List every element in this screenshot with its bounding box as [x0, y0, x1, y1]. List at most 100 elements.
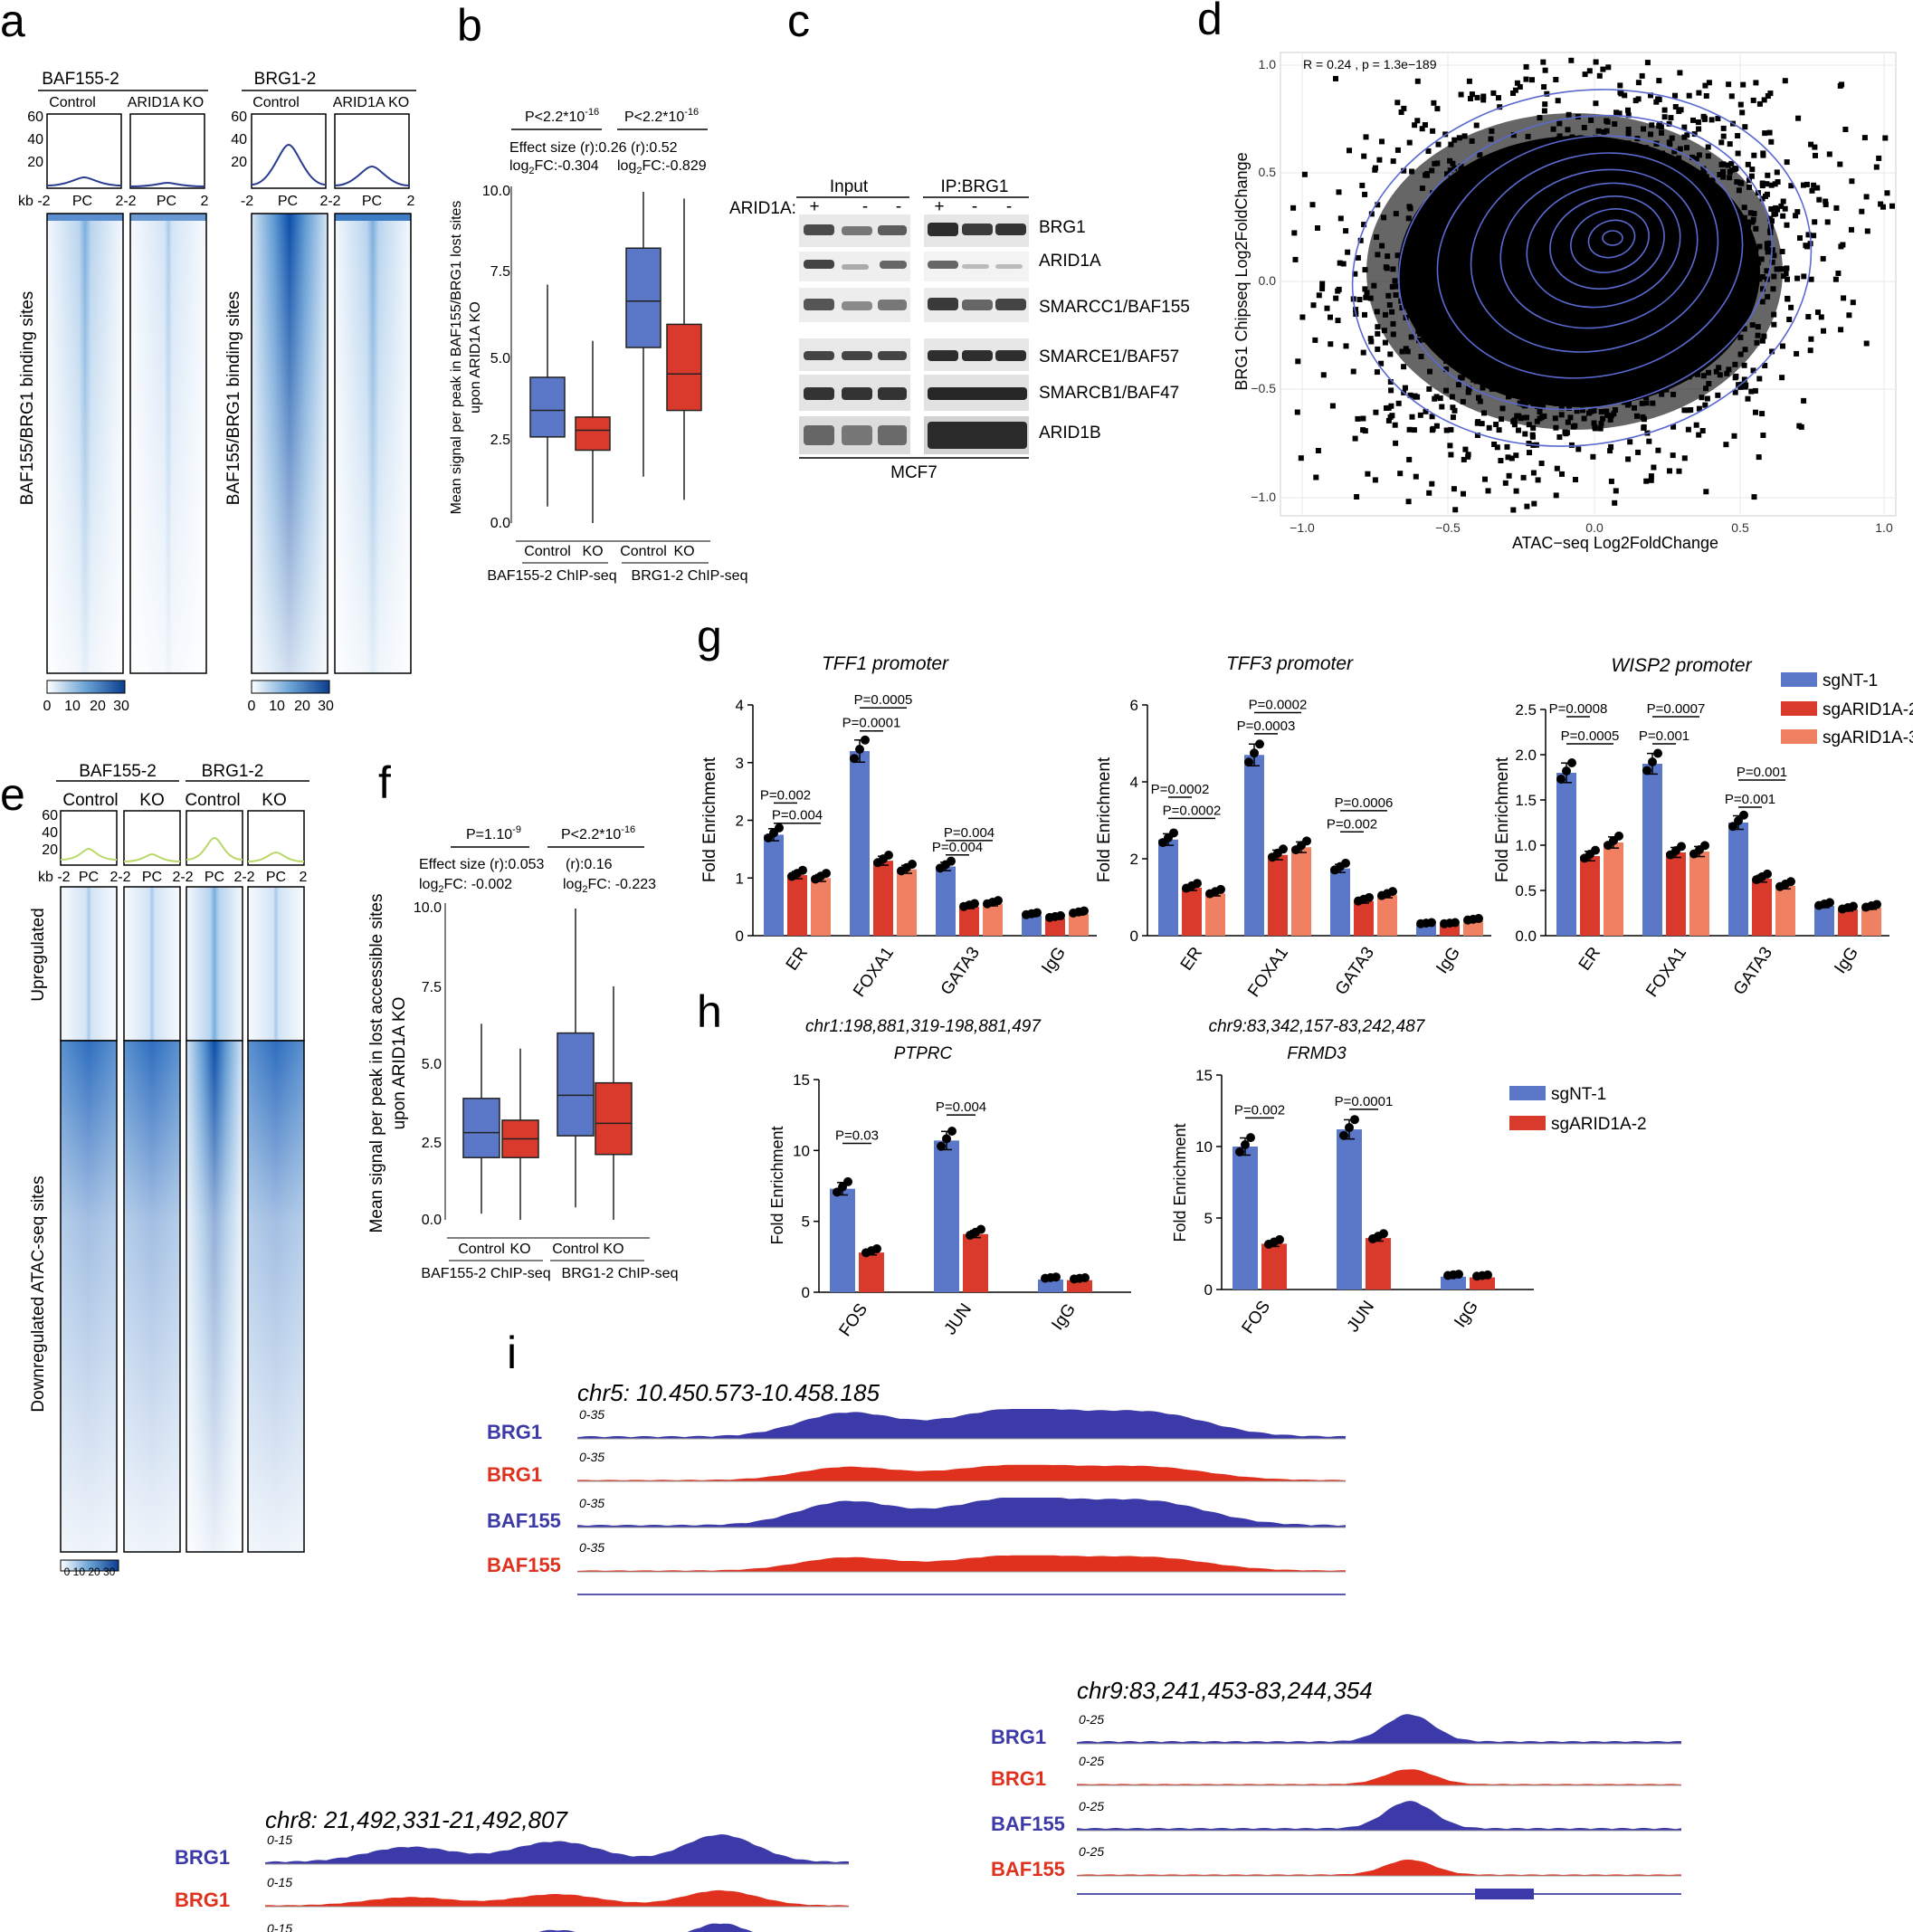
bar-point — [1235, 1147, 1244, 1156]
pvalue-label: P=0.002 — [760, 787, 811, 803]
scatter-point — [1681, 124, 1688, 130]
scatter-point — [1761, 97, 1767, 103]
scatter-point — [1873, 164, 1880, 170]
track-name: BRG1 — [487, 1421, 542, 1443]
scatter-point — [1429, 414, 1435, 420]
panel-a-heatmap-4 — [334, 213, 412, 674]
scatter-point — [1360, 349, 1366, 356]
panel-e-row-down: Downregulated ATAC-seq sites — [29, 1175, 48, 1412]
scatter-point — [1407, 392, 1413, 398]
scatter-point — [1397, 471, 1404, 477]
scatter-point — [1741, 362, 1747, 368]
panel-a-cond3: Control — [252, 95, 300, 110]
scatter-point — [1696, 90, 1702, 96]
scatter-point — [1644, 60, 1651, 66]
scatter-point — [1655, 96, 1661, 102]
scatter-point — [1841, 295, 1847, 301]
h-legend-swatch-sgarid1a2 — [1509, 1116, 1546, 1130]
scatter-point — [1859, 208, 1865, 214]
bar-point — [1454, 1270, 1463, 1280]
scatter-point — [1639, 72, 1645, 79]
scatter-point — [1784, 222, 1790, 228]
bar-ytick-label: 1.5 — [1515, 792, 1537, 809]
bar-gata3-2 — [1377, 895, 1397, 936]
bar-ytick-label: 6 — [1130, 697, 1138, 714]
bar-fos-1 — [1261, 1243, 1287, 1290]
scatter-point — [1801, 273, 1807, 280]
panel-e-heatmap-up — [60, 886, 305, 1042]
bar-point — [843, 1176, 852, 1186]
track-block-3: chr9:83,241,453-83,244,354BRG10-25BRG10-… — [0, 0, 1681, 1899]
scatter-point — [1375, 202, 1381, 208]
bar-ytick-label: 2.5 — [1515, 701, 1537, 719]
bar-point — [1728, 822, 1737, 832]
scatter-point — [1648, 477, 1654, 483]
bar-point — [1474, 914, 1483, 924]
scatter-point — [1753, 409, 1758, 415]
bar-gata3-2 — [1775, 886, 1795, 936]
scatter-point — [1568, 57, 1575, 63]
scatter-point — [1849, 178, 1855, 185]
bar-point — [861, 735, 870, 745]
panel-a-cbar2-0: 0 — [248, 699, 256, 714]
bar-point — [1056, 910, 1065, 920]
panel-a-x-pc1: PC — [72, 194, 92, 209]
bar-point — [970, 899, 979, 909]
panel-b-x-control1: Control — [524, 544, 571, 559]
track-locus: ROPN1L — [0, 0, 72, 5]
panel-g: g TFF1 promoter Fold Enrichment 4 3 2 1 0 ER FOX… — [697, 611, 1913, 1001]
scatter-point — [1765, 172, 1771, 178]
panel-f-fc1: log2FC: -0.002 — [419, 877, 512, 895]
scatter-point — [1593, 59, 1599, 65]
scatter-point — [1497, 104, 1503, 110]
bar-point — [1250, 748, 1259, 758]
scatter-point — [1556, 434, 1563, 440]
panel-e-x-pc2: PC — [142, 870, 162, 885]
panel-b-xgroup1: BAF155-2 ChIP-seq — [487, 568, 616, 584]
scatter-point — [1811, 233, 1817, 239]
bar-er-1 — [787, 875, 807, 936]
pvalue-label: P=0.004 — [932, 840, 983, 855]
scatter-point — [1526, 441, 1532, 446]
scatter-point — [1362, 286, 1368, 292]
bar-ytick-label: 15 — [793, 1071, 810, 1089]
panel-a-x2-start: -2 — [241, 194, 253, 209]
track-signal — [577, 1409, 1346, 1439]
bar-point — [884, 850, 893, 860]
scatter-point — [1745, 395, 1751, 402]
panel-a-x2-pc1: PC — [278, 194, 298, 209]
bar-igg-2 — [1463, 920, 1483, 936]
panel-b-boxplot — [510, 186, 702, 523]
scatter-point — [1361, 222, 1367, 228]
bar-ytick-label: 5 — [802, 1213, 810, 1231]
h-chart-2: Fold Enrichment 15 10 5 0 FOS JUN IgG P=0.002 P=0… — [1171, 1067, 1534, 1337]
scatter-point — [1482, 476, 1488, 482]
panel-f-x-ko2: KO — [603, 1242, 623, 1257]
bar-fos-0 — [830, 1188, 855, 1292]
track-locus: FOS/JUN loci — [0, 0, 110, 5]
scatter-point — [1324, 305, 1330, 311]
pvalue-label: P=0.002 — [1234, 1102, 1285, 1118]
scatter-point — [1431, 100, 1437, 106]
scatter-point — [1414, 394, 1421, 400]
panel-a-group2-title: BRG1-2 — [254, 70, 317, 89]
bar-xlabel-igg: IgG — [1451, 1298, 1482, 1331]
scatter-point — [1385, 404, 1392, 411]
track-range: 0-15 — [267, 1875, 292, 1889]
scatter-point — [1417, 412, 1423, 418]
panel-f-eff1: Effect size (r):0.053 — [419, 857, 545, 872]
scatter-point — [1301, 171, 1308, 177]
scatter-point — [1785, 276, 1790, 282]
panel-b-ytick-5: 5.0 — [490, 351, 510, 366]
scatter-point — [1367, 336, 1374, 342]
scatter-point — [1783, 271, 1789, 277]
panel-a-cbar2-30: 30 — [318, 699, 334, 714]
bar-gata3-1 — [1354, 900, 1374, 936]
scatter-point — [1504, 443, 1510, 450]
scatter-point — [1805, 314, 1812, 319]
panel-a-ytick-60: 60 — [27, 109, 43, 125]
scatter-point — [1375, 324, 1381, 330]
panel-d: d R = 0.24 , p = 1.3e−189 1.0 0.5 0.0 −0… — [1197, 0, 1897, 552]
track-signal — [1077, 1769, 1681, 1785]
panel-e-ytick-60: 60 — [42, 808, 58, 823]
